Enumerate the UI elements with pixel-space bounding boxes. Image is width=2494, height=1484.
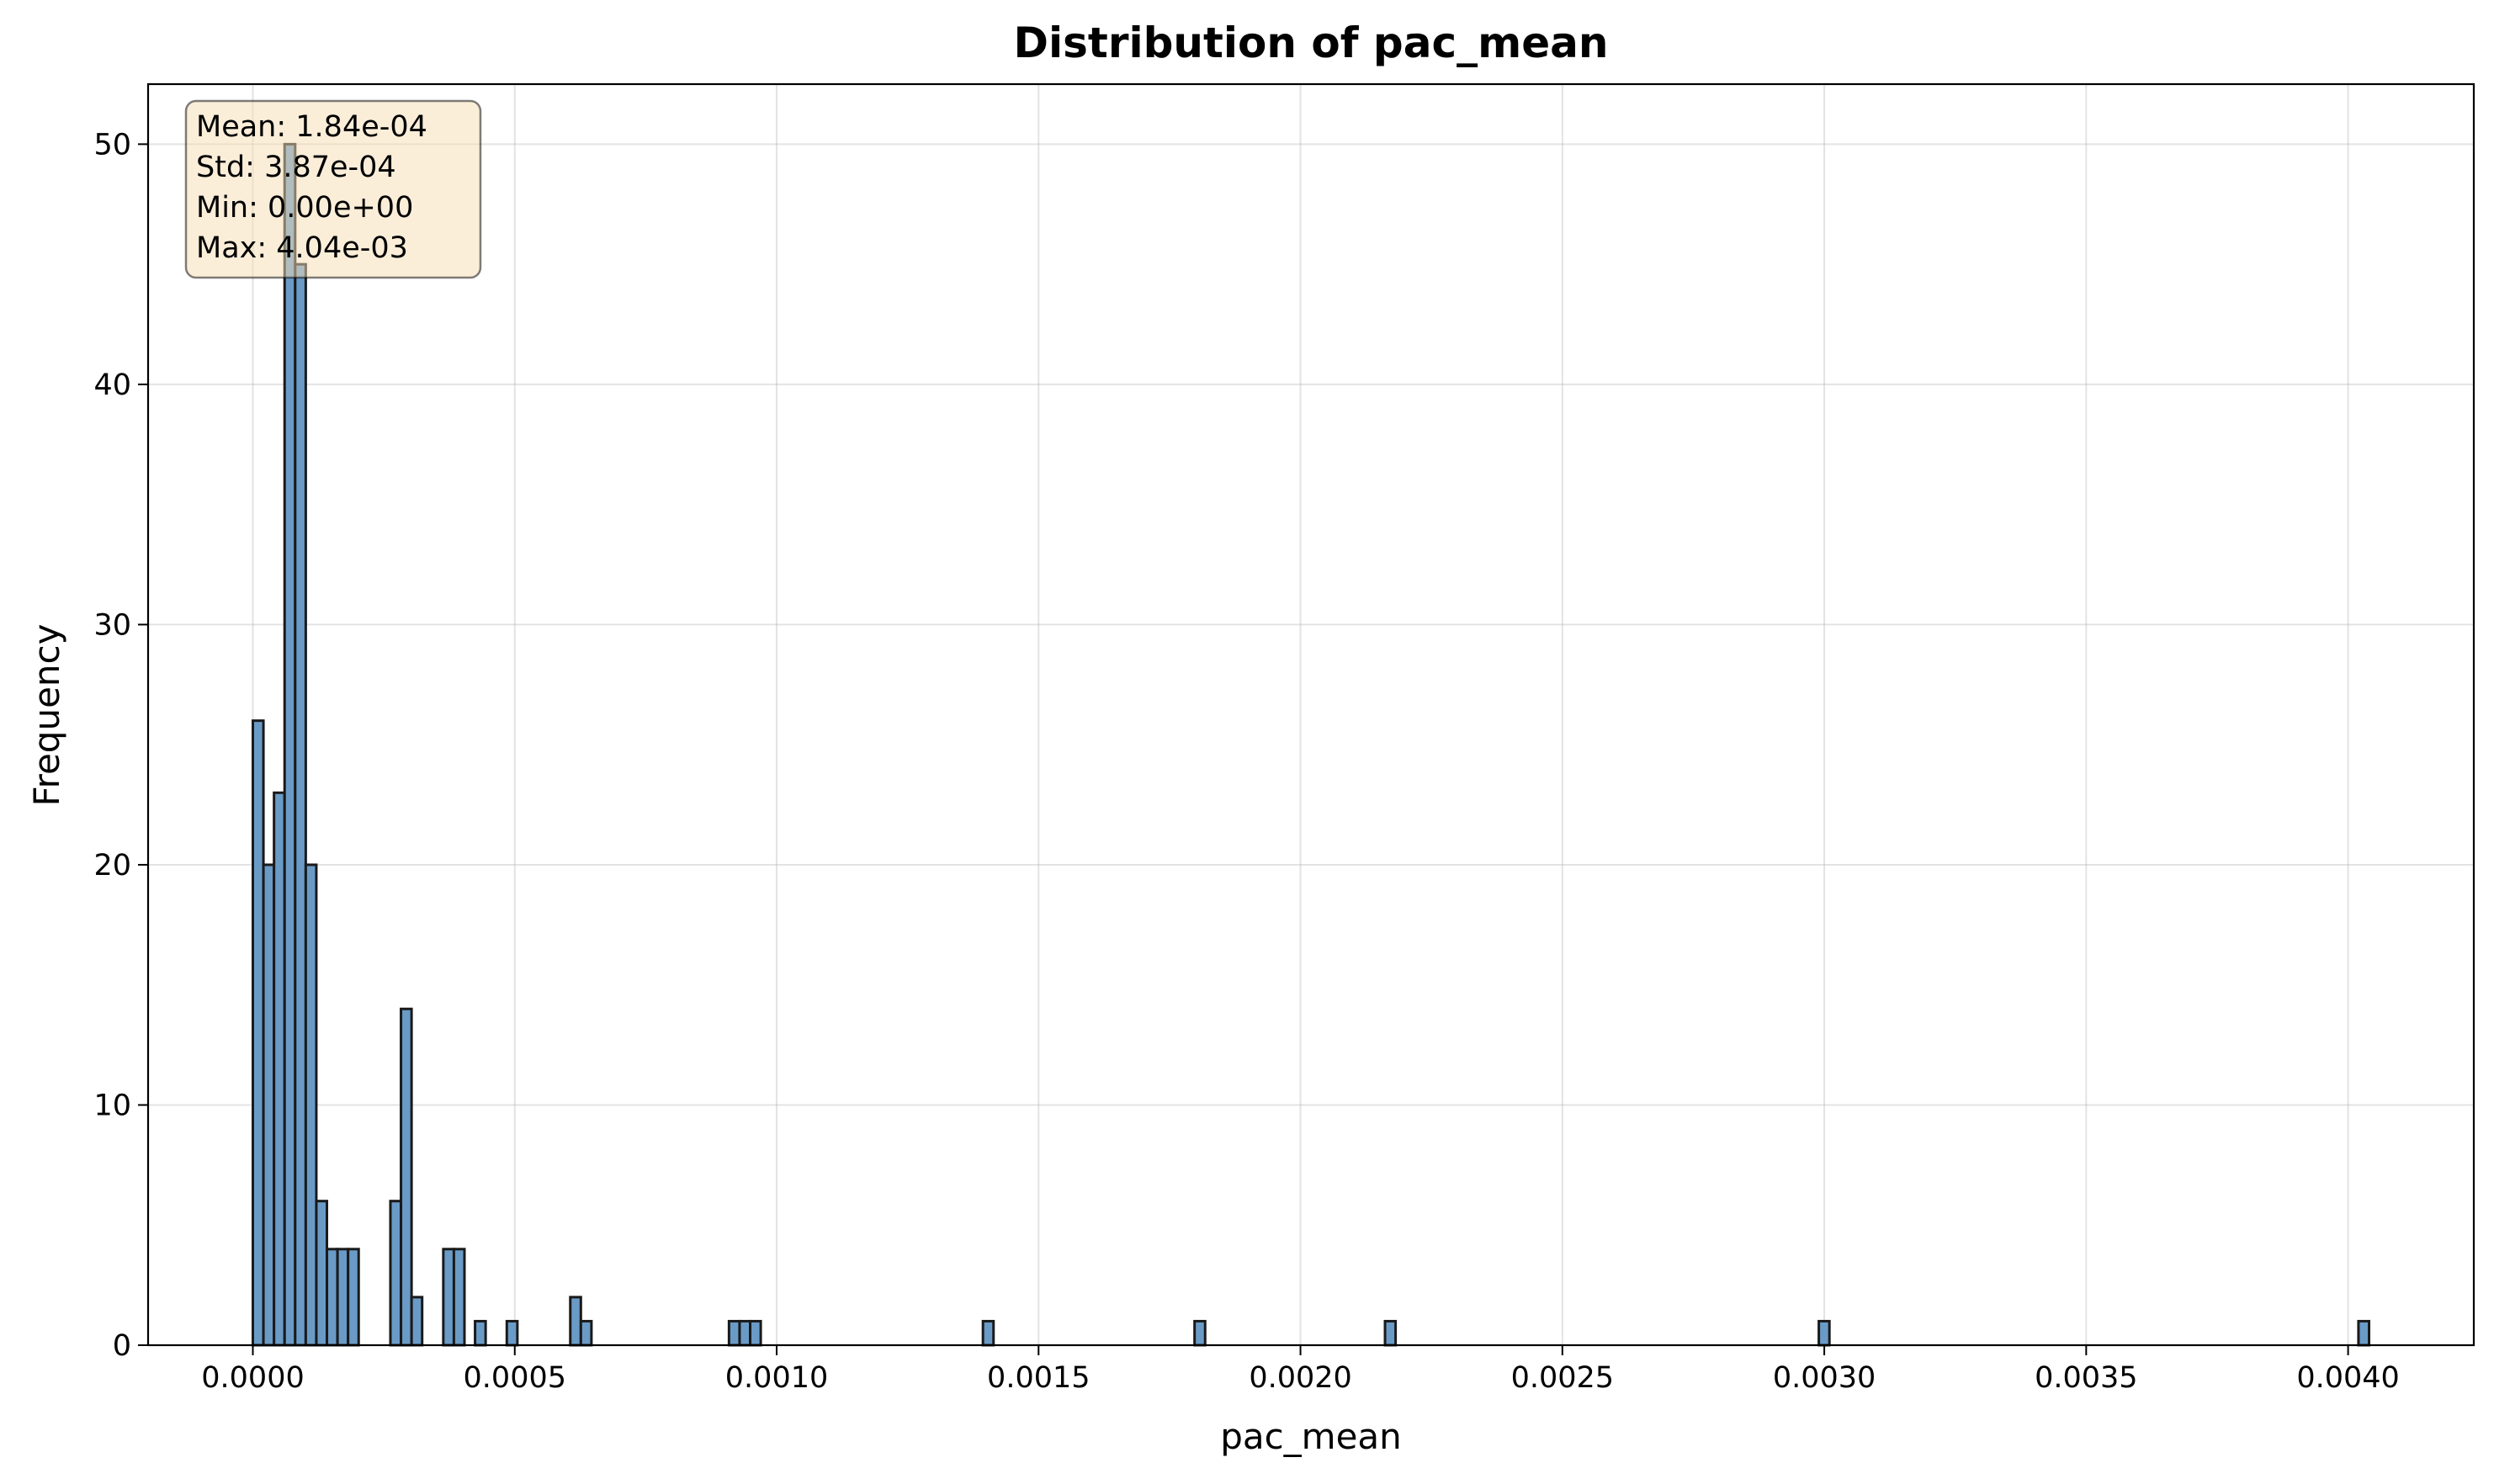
y-tick-label: 20 <box>93 849 131 882</box>
histogram-bar <box>410 1296 424 1347</box>
histogram-bar <box>727 1319 741 1347</box>
histogram-bar <box>336 1248 350 1347</box>
x-tick-label: 0.0025 <box>1511 1361 1614 1395</box>
stats-min: Min: 0.00e+00 <box>196 191 413 225</box>
x-axis-ticks: 0.0000 0.0005 0.0010 0.0015 0.0020 0.0025 0.00… <box>201 1345 2400 1395</box>
x-tick-label: 0.0000 <box>201 1361 304 1395</box>
stats-std: Std: 3.87e-04 <box>196 151 396 184</box>
x-tick-label: 0.0015 <box>987 1361 1090 1395</box>
histogram-bar <box>389 1200 403 1347</box>
x-tick-label: 0.0030 <box>1773 1361 1876 1395</box>
histogram-bar <box>1817 1319 1831 1347</box>
histogram-bar <box>2357 1319 2370 1347</box>
x-axis-label: pac_mean <box>1220 1416 1402 1457</box>
y-axis-ticks: 0 10 20 30 40 50 <box>93 128 148 1363</box>
x-tick-label: 0.0035 <box>2035 1361 2137 1395</box>
plot-frame <box>146 82 2475 1347</box>
histogram-bar <box>505 1319 519 1347</box>
histogram-bar <box>262 863 276 1347</box>
x-tick-label: 0.0020 <box>1249 1361 1351 1395</box>
stats-box-background <box>184 99 482 279</box>
histogram-bar <box>1193 1319 1207 1347</box>
chart-title: Distribution of pac_mean <box>1014 19 1609 67</box>
histogram-bar <box>326 1248 339 1347</box>
histogram-bar <box>400 1007 413 1347</box>
x-tick-label: 0.0040 <box>2296 1361 2399 1395</box>
histogram-bar <box>283 142 297 1347</box>
histogram-bar <box>569 1296 582 1347</box>
histogram-bar <box>1383 1319 1398 1347</box>
histogram-bar <box>738 1319 752 1347</box>
histogram-bar <box>452 1248 466 1347</box>
y-tick-label: 10 <box>93 1089 131 1122</box>
histogram-bar <box>347 1248 360 1347</box>
stats-mean: Mean: 1.84e-04 <box>196 110 427 144</box>
y-tick-label: 0 <box>113 1329 131 1363</box>
histogram-bar <box>304 863 318 1347</box>
stats-annotation-box: Mean: 1.84e-04 Std: 3.87e-04 Min: 0.00e+… <box>184 99 482 279</box>
histogram-bar <box>579 1319 593 1347</box>
stats-max: Max: 4.04e-03 <box>196 231 408 265</box>
x-tick-label: 0.0010 <box>725 1361 828 1395</box>
histogram-bar <box>474 1319 487 1347</box>
x-tick-label: 0.0005 <box>464 1361 566 1395</box>
histogram-bar <box>442 1248 455 1347</box>
histogram-bar <box>315 1200 329 1347</box>
histogram-bar <box>252 719 265 1347</box>
histogram-bar <box>273 791 286 1347</box>
y-tick-label: 50 <box>93 128 131 162</box>
y-axis-label: Frequency <box>26 624 67 807</box>
histogram-bar <box>294 262 307 1347</box>
y-tick-label: 40 <box>93 368 131 402</box>
y-tick-label: 30 <box>93 608 131 642</box>
histogram-bar <box>981 1319 995 1347</box>
histogram-bar <box>749 1319 762 1347</box>
